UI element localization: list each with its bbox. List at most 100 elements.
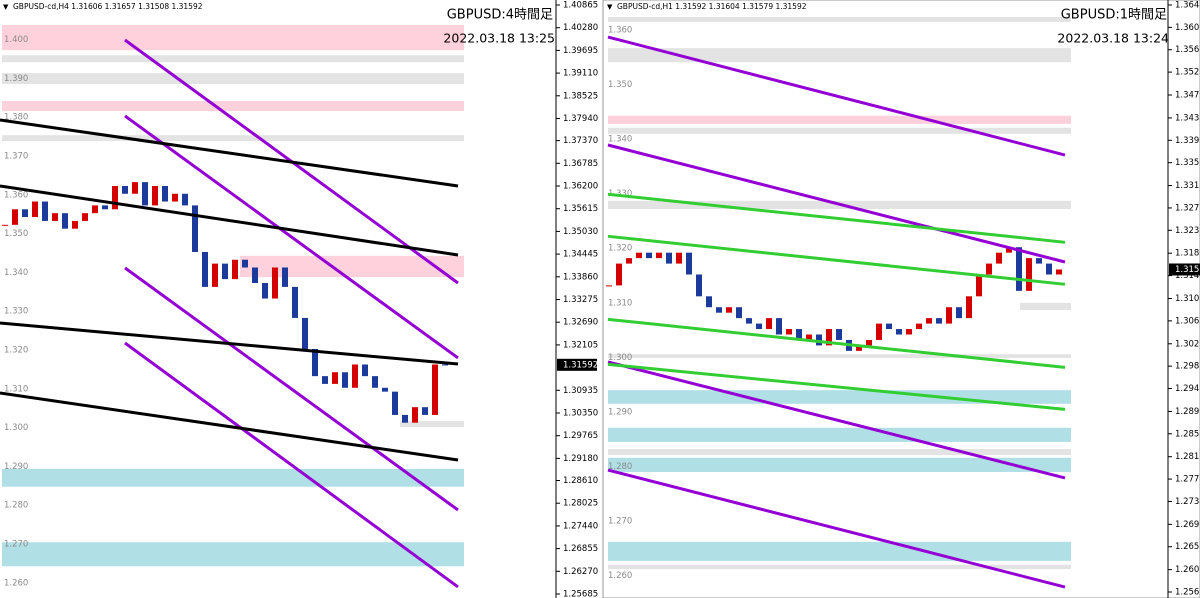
candle [766,318,772,330]
candle [606,285,612,287]
zone [2,24,464,51]
trend-line [124,266,459,512]
y-tick-label: 1.28025 [563,499,598,509]
zone [2,73,464,84]
candle [312,348,318,377]
y-tick-label: 1.33130 [1175,181,1200,191]
zone [240,255,464,278]
zone [608,564,1071,570]
candle [82,213,88,221]
y-tick-label: 1.29180 [563,454,598,464]
candle [342,372,348,388]
candle [412,407,418,423]
y-tick-label: 1.29410 [1175,384,1200,394]
chart-date: 2022.03.18 13:24 [1057,31,1169,46]
y-tick-label: 1.34445 [563,250,598,260]
grid-label: 1.350 [4,229,28,239]
candle [886,323,892,330]
candle [32,201,38,218]
candle [836,329,842,340]
candle [946,307,952,324]
y-tick-label: 1.36440 [1175,1,1200,11]
chart-date: 2022.03.18 13:25 [443,31,555,46]
y-tick-label: 1.28610 [563,476,598,486]
candle [906,329,912,335]
trend-line [607,362,1066,411]
candle [52,213,58,221]
candle [382,387,388,392]
candle [806,334,812,340]
candle [92,205,98,214]
candle [162,186,168,202]
y-tick-label: 1.39110 [563,69,598,79]
candle [1006,247,1012,253]
chart-header: GBPUSD-cd,H1 1.31592 1.31604 1.31579 1.3… [617,2,807,11]
grid-label: 1.300 [4,423,28,433]
candle [706,296,712,308]
trend-line [607,192,1066,244]
y-tick-label: 1.30650 [1175,316,1200,326]
candle [786,329,792,335]
candle [442,364,448,366]
zone [608,390,1071,404]
candle [1026,258,1032,291]
y-tick-label: 1.34790 [1175,91,1200,101]
candle [826,329,832,346]
y-tick-label: 1.30230 [1175,339,1200,349]
candle [736,307,742,319]
grid-label: 1.310 [4,384,28,394]
candle [362,364,368,377]
candle [432,364,438,415]
candle [322,376,328,384]
zone [608,127,1071,134]
trend-line [607,143,1066,264]
candle [122,186,128,194]
grid-label: 1.370 [4,151,28,161]
y-tick-label: 1.33960 [1175,136,1200,146]
y-tick-label: 1.27440 [563,521,598,531]
grid-label: 1.320 [4,345,28,355]
candle [996,252,1002,264]
zone [608,48,1071,63]
candle [956,307,962,319]
trend-line [607,35,1066,157]
y-tick-label: 1.38525 [563,91,598,101]
current-price-label: 1.31592 [1175,265,1200,275]
grid-label: 1.280 [4,501,28,511]
grid-label: 1.260 [4,578,28,588]
grid-label: 1.380 [4,113,28,123]
candle [42,201,48,221]
y-tick-label: 1.35615 [563,204,598,214]
grid-label: 1.300 [608,353,632,363]
candle [232,259,238,280]
grid-label: 1.350 [608,80,632,90]
candle [696,274,702,297]
y-tick-label: 1.29765 [563,431,598,441]
candle [242,259,248,268]
candle [12,209,18,225]
grid-label: 1.400 [4,35,28,45]
y-tick-label: 1.40280 [563,23,598,33]
candle [72,220,78,229]
candle [422,407,428,415]
y-tick-label: 1.40865 [563,1,598,11]
chart-header: GBPUSD-cd,H4 1.31606 1.31657 1.31508 1.3… [13,2,203,11]
trend-line [0,184,459,257]
trend-line [607,468,1066,589]
candle [192,205,198,252]
zone [608,17,1071,22]
y-tick-label: 1.26855 [563,544,598,554]
candle [976,274,982,297]
candle [202,251,208,287]
trend-line [0,321,459,366]
trend-line [0,118,459,188]
grid-label: 1.340 [608,135,632,145]
candle [352,364,358,388]
y-tick-label: 1.27750 [1175,475,1200,485]
candle [22,209,28,218]
y-tick-label: 1.33860 [563,272,598,282]
y-tick-label: 1.36200 [563,182,598,192]
y-tick-label: 1.28580 [1175,429,1200,439]
trend-line [607,234,1066,286]
